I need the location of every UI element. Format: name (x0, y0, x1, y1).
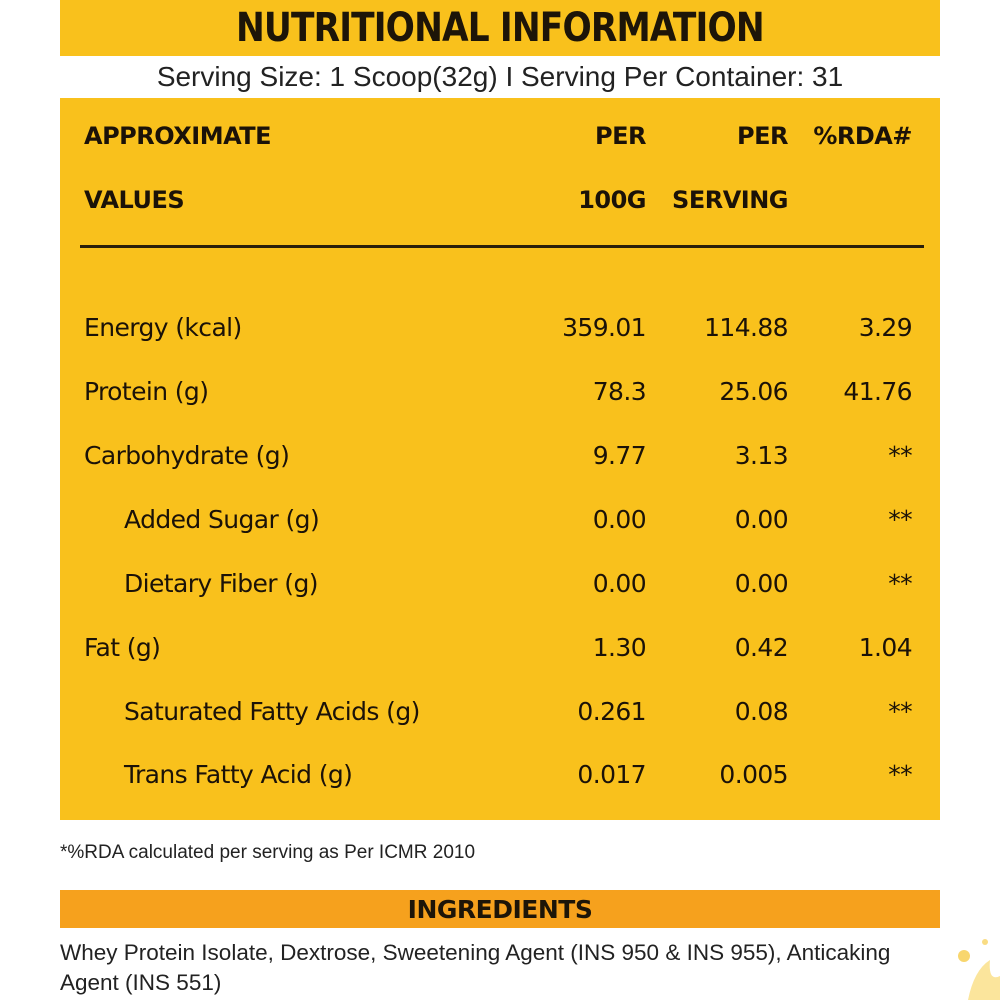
value-per-serving: 25.06 (719, 377, 788, 406)
header-rda: %RDA# (813, 122, 912, 150)
value-per-100g: 0.261 (577, 697, 646, 726)
page-title: NUTRITIONAL INFORMATION (236, 5, 765, 51)
table-row: Dietary Fiber (g) 0.00 0.00 ** (60, 554, 940, 614)
value-per-100g: 1.30 (592, 633, 647, 662)
title-band: NUTRITIONAL INFORMATION (60, 0, 940, 56)
value-per-100g: 78.3 (592, 377, 647, 406)
ingredients-text: Whey Protein Isolate, Dextrose, Sweeteni… (60, 940, 891, 995)
table-row: Energy (kcal) 359.01 114.88 3.29 (60, 298, 940, 358)
nutrient-name: Energy (kcal) (84, 313, 242, 342)
decorative-splash (958, 939, 1000, 1000)
nutrient-name: Saturated Fatty Acids (g) (124, 697, 420, 726)
header-per-serving-bottom: SERVING (672, 186, 788, 214)
nutrient-name: Fat (g) (84, 633, 161, 662)
value-rda: ** (888, 441, 912, 470)
table-row: Carbohydrate (g) 9.77 3.13 ** (60, 426, 940, 486)
nutrient-name: Trans Fatty Acid (g) (124, 760, 353, 789)
value-rda: ** (888, 569, 912, 598)
table-header-row-top: APPROXIMATE PER PER %RDA# (60, 106, 940, 166)
value-rda: ** (888, 505, 912, 534)
value-per-100g: 359.01 (562, 313, 646, 342)
value-per-100g: 0.017 (577, 760, 646, 789)
nutrient-name: Carbohydrate (g) (84, 441, 290, 470)
table-row: Saturated Fatty Acids (g) 0.261 0.08 ** (60, 682, 940, 742)
value-per-100g: 0.00 (592, 569, 647, 598)
table-row: Protein (g) 78.3 25.06 41.76 (60, 362, 940, 422)
value-rda: 1.04 (858, 633, 913, 662)
value-per-serving: 114.88 (704, 313, 788, 342)
ingredients-title: INGREDIENTS (407, 894, 593, 924)
value-per-serving: 0.42 (734, 633, 789, 662)
serving-info: Serving Size: 1 Scoop(32g) I Serving Per… (60, 56, 940, 98)
table-header-row-bottom: VALUES 100G SERVING (60, 170, 940, 230)
value-per-100g: 9.77 (592, 441, 647, 470)
header-per-100g-bottom: 100G (578, 186, 646, 214)
header-approximate: APPROXIMATE (84, 122, 272, 150)
value-rda: ** (888, 760, 912, 789)
value-per-serving: 0.08 (734, 697, 789, 726)
nutrient-name: Dietary Fiber (g) (124, 569, 318, 598)
ingredients-band: INGREDIENTS (60, 890, 940, 928)
value-rda: 41.76 (843, 377, 912, 406)
table-row: Added Sugar (g) 0.00 0.00 ** (60, 490, 940, 550)
nutrition-table: APPROXIMATE PER PER %RDA# VALUES 100G SE… (60, 98, 940, 820)
header-per-serving-top: PER (737, 122, 788, 150)
nutrient-name: Added Sugar (g) (124, 505, 320, 534)
value-per-serving: 3.13 (734, 441, 789, 470)
table-row: Trans Fatty Acid (g) 0.017 0.005 ** (60, 745, 940, 805)
header-per-100g-top: PER (595, 122, 646, 150)
value-per-100g: 0.00 (592, 505, 647, 534)
header-values: VALUES (84, 186, 185, 214)
nutrient-name: Protein (g) (84, 377, 209, 406)
table-row: Fat (g) 1.30 0.42 1.04 (60, 618, 940, 678)
header-divider (80, 245, 924, 248)
rda-footnote: *%RDA calculated per serving as Per ICMR… (60, 842, 476, 863)
value-per-serving: 0.005 (719, 760, 788, 789)
value-rda: ** (888, 697, 912, 726)
value-per-serving: 0.00 (734, 569, 789, 598)
value-rda: 3.29 (858, 313, 913, 342)
value-per-serving: 0.00 (734, 505, 789, 534)
